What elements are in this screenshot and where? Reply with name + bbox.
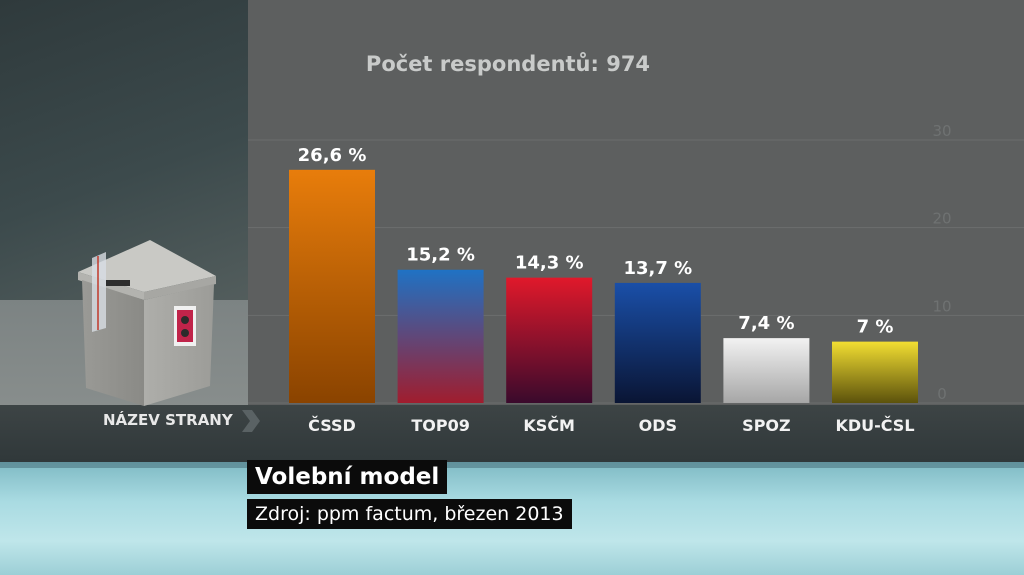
- bar: [614, 282, 701, 403]
- respondents-count-label: Počet respondentů: 974: [365, 52, 651, 76]
- chevron-right-icon: [242, 410, 260, 432]
- category-label-bar: [0, 405, 1024, 462]
- value-label: 7,4 %: [738, 313, 794, 334]
- y-tick-label: 30: [932, 122, 951, 140]
- bar: [506, 277, 593, 403]
- value-label: 13,7 %: [623, 258, 692, 279]
- bar: [723, 338, 810, 403]
- bar: [397, 269, 484, 403]
- chart-title: Volební model: [247, 460, 448, 494]
- category-label: SPOZ: [742, 416, 790, 435]
- value-label: 26,6 %: [298, 145, 367, 166]
- chart-source: Zdroj: ppm factum, březen 2013: [247, 499, 572, 529]
- value-label: 14,3 %: [515, 253, 584, 274]
- y-axis-ticks: 0 10 20 30: [932, 122, 951, 403]
- category-label: ODS: [639, 416, 677, 435]
- y-tick-label: 20: [932, 210, 951, 228]
- category-label: KDU-ČSL: [835, 416, 914, 435]
- y-tick-label: 0: [937, 385, 947, 403]
- bar: [289, 169, 375, 403]
- value-label: 7 %: [857, 317, 894, 338]
- category-label: KSČM: [523, 416, 575, 435]
- party-name-axis-label: NÁZEV STRANY: [103, 411, 233, 429]
- caption-strip-shade: [0, 462, 1024, 468]
- category-label: ČSSD: [308, 416, 356, 435]
- ballot-box-icon: [78, 240, 216, 406]
- value-label: 15,2 %: [406, 245, 475, 266]
- category-label: TOP09: [411, 416, 470, 435]
- bar: [832, 341, 918, 403]
- bar-chart: 0 10 20 30 26,6 % 15,2 % 14,3 % 13,7 % 7,4 % 7 %…: [248, 122, 1024, 435]
- y-tick-label: 10: [932, 297, 951, 315]
- value-labels: 26,6 % 15,2 % 14,3 % 13,7 % 7,4 % 7 %: [298, 145, 894, 338]
- category-labels: ČSSD TOP09 KSČM ODS SPOZ KDU-ČSL: [308, 416, 914, 435]
- bars: [289, 169, 918, 403]
